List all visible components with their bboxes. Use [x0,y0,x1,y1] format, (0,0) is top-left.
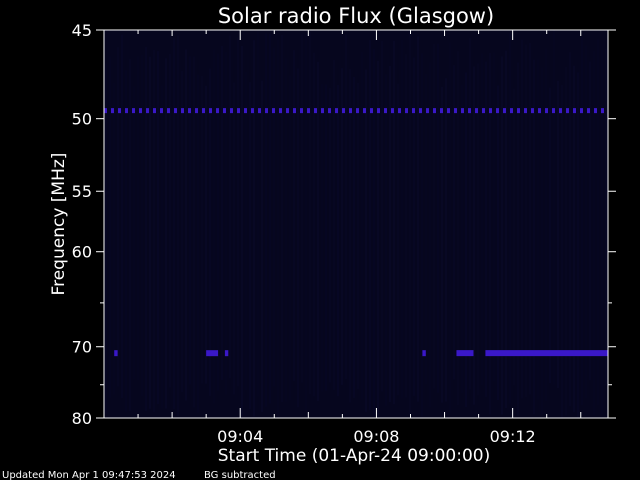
y-axis-label: Frequency [MHz] [49,153,69,296]
spectrogram-texture [105,30,607,418]
x-tick-label: 09:08 [353,427,399,446]
y-tick-label: 45 [72,21,92,40]
y-tick-label: 50 [72,110,92,129]
plot-area [104,30,608,418]
x-axis: 09:04 09:08 09:12 [137,30,582,446]
y-tick-label: 60 [72,243,92,262]
y-axis: 45 50 55 60 70 80 [72,21,616,428]
plot-frame [103,29,609,419]
x-tick-label: 09:04 [217,427,263,446]
y-tick-label: 55 [72,182,92,201]
y-tick-label: 80 [72,409,92,428]
bg-subtracted-note: BG subtracted [204,470,276,480]
interference-bands [104,108,608,357]
chart-title: Solar radio Flux (Glasgow) [218,4,494,28]
x-axis-label: Start Time (01-Apr-24 09:00:00) [218,446,490,466]
updated-timestamp: Updated Mon Apr 1 09:47:53 2024 [2,470,176,480]
x-tick-label: 09:12 [490,427,536,446]
y-tick-label: 70 [72,338,92,357]
